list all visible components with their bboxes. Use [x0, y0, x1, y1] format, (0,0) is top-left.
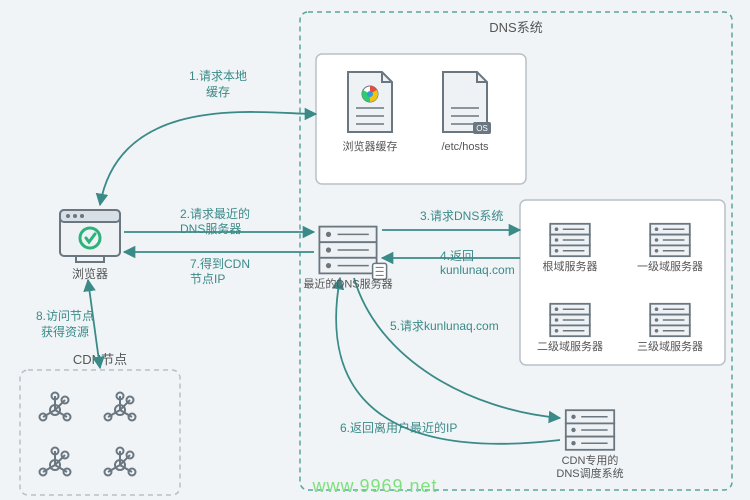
document-icon: 浏览器缓存: [343, 72, 398, 153]
svg-text:节点IP: 节点IP: [190, 272, 225, 286]
svg-text:缓存: 缓存: [206, 85, 230, 99]
svg-text:DNS调度系统: DNS调度系统: [556, 466, 623, 480]
svg-text:DNS服务器: DNS服务器: [180, 221, 241, 236]
watermark: www.9969.net: [311, 476, 437, 496]
svg-text:最近的DNS服务器: 最近的DNS服务器: [303, 276, 392, 290]
dns-system-title: DNS系统: [489, 20, 542, 35]
svg-text:7.得到CDN: 7.得到CDN: [190, 256, 250, 271]
svg-text:二级域服务器: 二级域服务器: [537, 340, 603, 353]
svg-text:5.请求kunlunaq.com: 5.请求kunlunaq.com: [390, 319, 499, 333]
svg-text:/etc/hosts: /etc/hosts: [441, 141, 489, 153]
svg-text:一级域服务器: 一级域服务器: [637, 260, 703, 273]
svg-text:浏览器: 浏览器: [72, 266, 108, 281]
server-icon: CDN专用的DNS调度系统: [556, 410, 623, 480]
svg-text:三级域服务器: 三级域服务器: [637, 340, 703, 353]
svg-text:4.返回: 4.返回: [440, 249, 474, 263]
svg-text:8.访问节点: 8.访问节点: [36, 309, 94, 323]
dns-cdn-flow-diagram: DNS系统 CDN节点 1.请求本地缓存2.请求最近的DNS服务器7.得到CDN…: [0, 0, 750, 500]
svg-text:获得资源: 获得资源: [41, 324, 89, 339]
svg-text:2.请求最近的: 2.请求最近的: [180, 206, 250, 221]
svg-text:3.请求DNS系统: 3.请求DNS系统: [420, 209, 503, 223]
svg-text:CDN专用的: CDN专用的: [562, 453, 619, 467]
svg-text:6.返回离用户最近的IP: 6.返回离用户最近的IP: [340, 420, 457, 435]
document-icon: OS/etc/hosts: [441, 72, 491, 153]
svg-text:根域服务器: 根域服务器: [543, 259, 598, 273]
svg-text:1.请求本地: 1.请求本地: [189, 69, 247, 83]
svg-text:kunlunaq.com: kunlunaq.com: [440, 263, 515, 277]
svg-text:OS: OS: [476, 124, 488, 133]
svg-text:浏览器缓存: 浏览器缓存: [343, 139, 398, 153]
server-icon: 根域服务器: [543, 224, 598, 273]
